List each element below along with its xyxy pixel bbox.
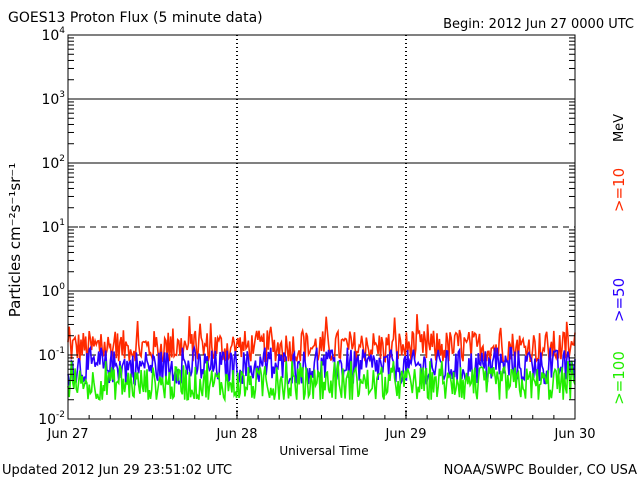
y-tick-label: 101 — [41, 218, 65, 236]
x-tick-label: Jun 30 — [554, 427, 596, 442]
units-label: MeV — [612, 114, 627, 142]
legend-entry: >=10 — [610, 168, 628, 212]
x-tick-label: Jun 28 — [216, 427, 258, 442]
y-axis-label: Particles cm⁻²s⁻¹sr⁻¹ — [6, 163, 24, 317]
y-tick-labels: 10-2 10-1 100 101 102 103 104 — [38, 26, 65, 428]
x-tick-labels: Jun 27 Jun 28 Jun 29 Jun 30 — [47, 427, 596, 442]
grid — [68, 35, 575, 419]
credit-text: NOAA/SWPC Boulder, CO USA — [444, 463, 637, 478]
begin-time: Begin: 2012 Jun 27 0000 UTC — [443, 17, 634, 32]
y-tick-label: 10-2 — [38, 410, 65, 428]
chart-title: GOES13 Proton Flux (5 minute data) — [8, 10, 263, 26]
updated-timestamp: Updated 2012 Jun 29 23:51:02 UTC — [2, 463, 232, 478]
y-tick-label: 10-1 — [38, 346, 65, 364]
legend-entry: >=50 — [610, 278, 628, 322]
y-tick-label: 102 — [41, 154, 65, 172]
y-tick-label: 100 — [41, 282, 65, 300]
y-tick-label: 104 — [41, 26, 65, 44]
plot-frame — [67, 34, 576, 420]
legend-entry: >=100 — [610, 351, 628, 405]
series-50mev — [67, 344, 576, 387]
y-tick-label: 103 — [41, 90, 65, 108]
x-tick-label: Jun 29 — [385, 427, 427, 442]
series-layer — [67, 314, 576, 403]
series-100mev — [67, 361, 576, 403]
x-axis-label: Universal Time — [279, 444, 368, 458]
x-tick-label: Jun 27 — [47, 427, 89, 442]
legend: >=10 >=50 >=100 — [610, 168, 628, 405]
